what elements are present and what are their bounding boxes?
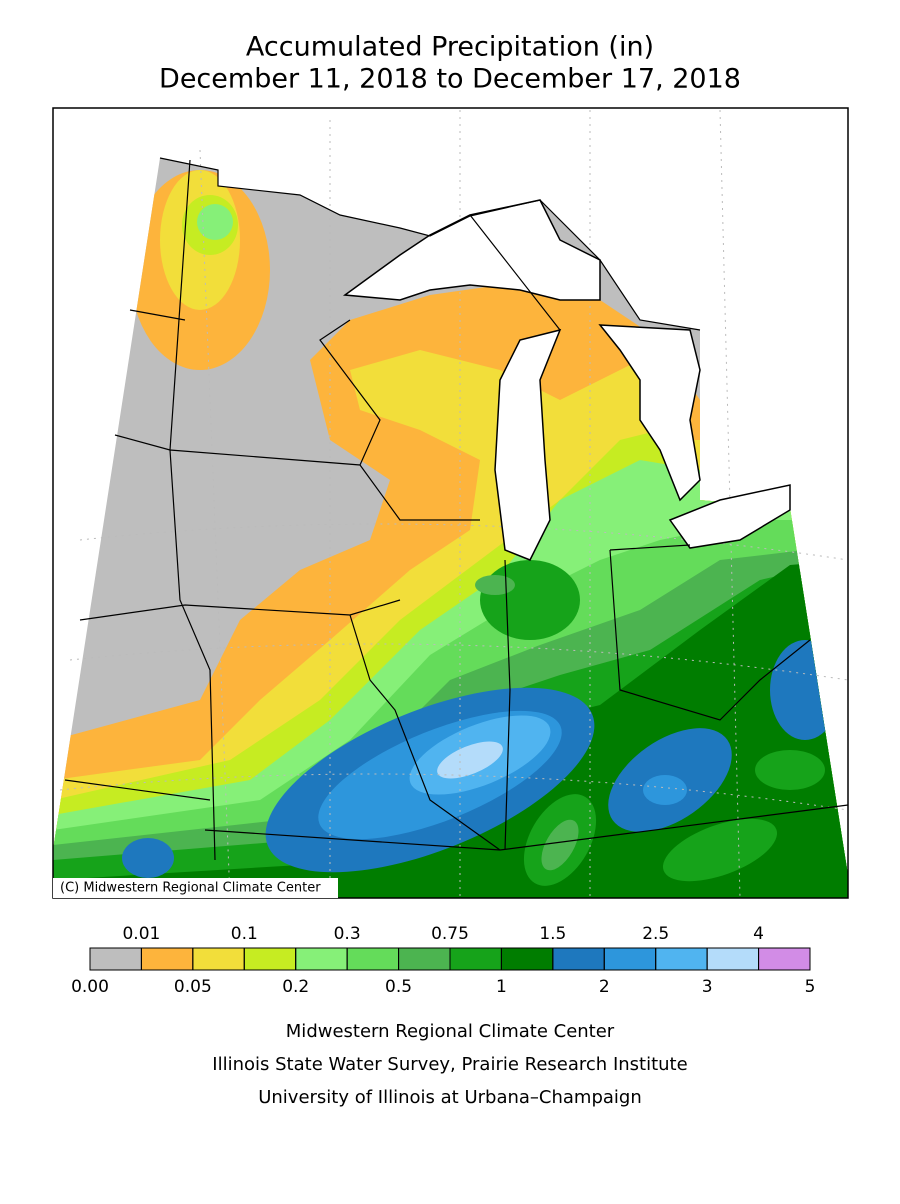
legend-bin — [552, 947, 605, 971]
legend-label: 3 — [702, 977, 713, 997]
legend-label: 0.3 — [334, 924, 361, 944]
legend-label: 0.01 — [122, 924, 160, 944]
legend-bin — [449, 947, 502, 971]
legend-bin — [140, 947, 194, 971]
footer-line: Midwestern Regional Climate Center — [286, 1021, 615, 1042]
legend-bin — [398, 947, 451, 971]
legend-bin — [655, 947, 708, 971]
subtitle: December 11, 2018 to December 17, 2018 — [159, 64, 741, 95]
legend-label: 4 — [753, 924, 764, 944]
legend-label: 2.5 — [642, 924, 669, 944]
legend-label: 0.5 — [385, 977, 412, 997]
legend-bin — [603, 947, 657, 971]
legend-label: 1.5 — [539, 924, 566, 944]
footer-line: Illinois State Water Survey, Prairie Res… — [212, 1054, 687, 1075]
legend-label: 0.00 — [71, 977, 109, 997]
legend-bin — [192, 947, 245, 971]
footer-line: University of Illinois at Urbana–Champai… — [258, 1087, 642, 1108]
legend-label: 0.75 — [431, 924, 469, 944]
legend-bin — [500, 947, 554, 971]
title: Accumulated Precipitation (in) — [246, 32, 654, 63]
legend-label: 0.05 — [174, 977, 212, 997]
legend-bin — [89, 947, 142, 971]
legend-bin — [295, 947, 348, 971]
legend-label: 0.2 — [282, 977, 309, 997]
legend-bin — [346, 947, 400, 971]
legend-label: 0.1 — [231, 924, 258, 944]
legend-bin — [758, 947, 811, 971]
legend: 0.00 0.01 0.05 0.1 0.2 0.3 0.5 0.75 1 1.5 2 2.5 3 4 5 — [71, 924, 815, 997]
legend-label: 2 — [599, 977, 610, 997]
legend-label: 1 — [496, 977, 507, 997]
legend-bin — [706, 947, 760, 971]
map: (C) Midwestern Regional Climate Center — [52, 107, 849, 899]
legend-label: 5 — [805, 977, 816, 997]
legend-bin — [243, 947, 297, 971]
copyright: (C) Midwestern Regional Climate Center — [60, 881, 321, 896]
